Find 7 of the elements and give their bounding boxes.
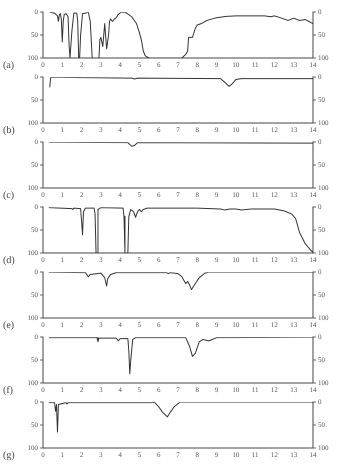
text: (a)	[3, 60, 14, 71]
text: (e)	[3, 320, 14, 331]
text: (g)	[3, 450, 15, 461]
text: (b)	[3, 125, 15, 136]
text: (d)	[3, 255, 15, 266]
text: (f)	[3, 385, 13, 396]
text: (c)	[3, 190, 14, 201]
